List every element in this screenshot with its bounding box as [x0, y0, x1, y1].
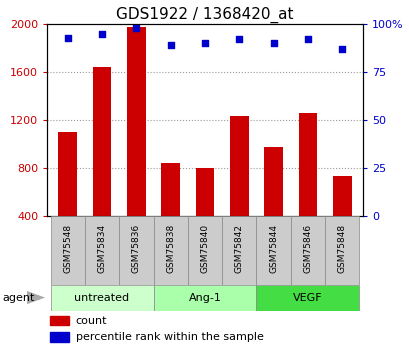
- Bar: [187, 216, 222, 285]
- Bar: [153, 216, 187, 285]
- Bar: [298, 113, 317, 216]
- Polygon shape: [27, 291, 45, 304]
- Point: [236, 37, 242, 42]
- Bar: [324, 216, 359, 285]
- Bar: [195, 168, 214, 216]
- Bar: [263, 147, 282, 216]
- Text: GSM75848: GSM75848: [337, 224, 346, 273]
- Point: [338, 46, 345, 52]
- Text: GSM75838: GSM75838: [166, 224, 175, 273]
- Text: untreated: untreated: [74, 293, 129, 303]
- Bar: [161, 163, 180, 216]
- Text: GSM75548: GSM75548: [63, 224, 72, 273]
- Bar: [153, 285, 256, 310]
- Point: [64, 35, 71, 40]
- Bar: [58, 132, 77, 216]
- Bar: [256, 216, 290, 285]
- Bar: [92, 67, 111, 216]
- Text: GSM75846: GSM75846: [303, 224, 312, 273]
- Bar: [50, 332, 69, 342]
- Bar: [85, 216, 119, 285]
- Bar: [222, 216, 256, 285]
- Text: percentile rank within the sample: percentile rank within the sample: [75, 332, 263, 342]
- Bar: [256, 285, 359, 310]
- Bar: [229, 116, 248, 216]
- Text: count: count: [75, 316, 107, 325]
- Title: GDS1922 / 1368420_at: GDS1922 / 1368420_at: [116, 7, 293, 23]
- Text: Ang-1: Ang-1: [188, 293, 221, 303]
- Bar: [332, 176, 351, 216]
- Point: [304, 37, 310, 42]
- Text: GSM75842: GSM75842: [234, 224, 243, 273]
- Point: [133, 25, 139, 31]
- Bar: [50, 285, 153, 310]
- Bar: [50, 216, 85, 285]
- Text: GSM75836: GSM75836: [132, 224, 141, 273]
- Text: GSM75834: GSM75834: [97, 224, 106, 273]
- Text: agent: agent: [2, 293, 34, 303]
- Point: [201, 41, 208, 46]
- Text: GSM75840: GSM75840: [200, 224, 209, 273]
- Point: [167, 42, 173, 48]
- Text: GSM75844: GSM75844: [268, 224, 277, 273]
- Text: VEGF: VEGF: [292, 293, 322, 303]
- Bar: [119, 216, 153, 285]
- Bar: [50, 316, 69, 325]
- Bar: [127, 27, 146, 216]
- Bar: [290, 216, 324, 285]
- Point: [99, 31, 105, 37]
- Point: [270, 41, 276, 46]
